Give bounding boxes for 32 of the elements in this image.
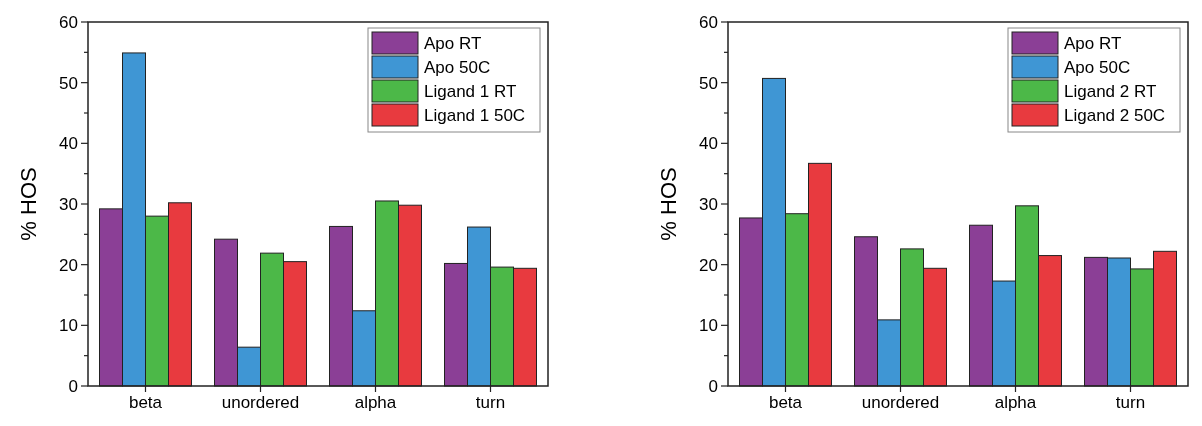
y-tick-label: 20 [59, 255, 78, 275]
x-tick-label: unordered [221, 393, 300, 412]
y-tick-label: 10 [699, 316, 718, 336]
legend-label: Apo RT [1064, 33, 1122, 53]
x-tick-label: beta [128, 393, 163, 412]
legend-label: Ligand 2 RT [1064, 81, 1157, 101]
x-tick-label: alpha [354, 393, 397, 412]
x-tick-label: alpha [994, 393, 1037, 412]
y-tick-label: 20 [699, 255, 718, 275]
y-tick-label: 50 [699, 73, 718, 93]
legend-label: Ligand 2 50C [1064, 105, 1166, 125]
legend-label: Apo RT [424, 33, 482, 53]
x-tick-label: turn [1115, 393, 1146, 412]
y-tick-label: 0 [708, 376, 718, 396]
y-tick-label: 10 [59, 316, 78, 336]
y-tick-label: 50 [59, 73, 78, 93]
legend-label: Ligand 1 RT [424, 81, 517, 101]
legend-label: Apo 50C [424, 57, 491, 77]
y-tick-label: 30 [59, 194, 78, 214]
x-tick-label: unordered [861, 393, 940, 412]
y-tick-label: 40 [699, 134, 718, 154]
y-tick-label: 60 [59, 12, 78, 32]
y-tick-label: 60 [699, 12, 718, 32]
legend-label: Ligand 1 50C [424, 105, 526, 125]
x-tick-label: beta [768, 393, 803, 412]
y-tick-label: 30 [699, 194, 718, 214]
legend-label: Apo 50C [1064, 57, 1131, 77]
y-axis-title: % HOS [656, 167, 681, 241]
x-tick-label: turn [475, 393, 506, 412]
y-tick-label: 40 [59, 134, 78, 154]
y-tick-label: 0 [68, 376, 78, 396]
y-axis-title: % HOS [16, 167, 41, 241]
